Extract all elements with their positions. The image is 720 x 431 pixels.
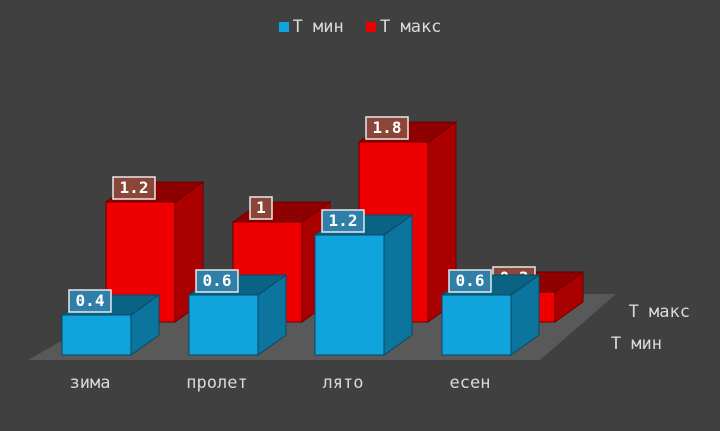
bar-tmin-1 xyxy=(188,294,259,356)
data-label-box-tmin-2 xyxy=(321,209,365,233)
legend-item-tmax: Т макс xyxy=(366,17,441,37)
data-label-tmax-1: 1 xyxy=(256,198,266,217)
bar-tmin-2 xyxy=(314,234,385,356)
data-label-tmin-1: 0.6 xyxy=(203,271,232,290)
x-tick-label-1: пролет xyxy=(186,373,247,393)
data-label-tmax-2: 1.8 xyxy=(373,118,402,137)
data-label-box-tmax-2 xyxy=(365,116,409,140)
x-tick-label-2: лято xyxy=(323,373,364,393)
data-label-box-tmin-0 xyxy=(68,289,112,313)
data-label-box-tmin-1 xyxy=(195,269,239,293)
legend-label-tmin: Т мин xyxy=(292,17,344,37)
legend-swatch-tmin xyxy=(278,22,289,32)
legend-label-tmax: Т макс xyxy=(380,17,442,37)
depth-label-tmax: Т макс xyxy=(629,302,690,322)
data-label-tmin-2: 1.2 xyxy=(329,211,358,230)
bar-tmin-0 xyxy=(61,314,132,356)
data-label-box-tmax-1 xyxy=(249,196,273,220)
legend-swatch-tmax xyxy=(366,22,376,32)
data-label-box-tmin-3 xyxy=(448,269,492,293)
x-tick-label-0: зима xyxy=(70,373,111,393)
x-tick-label-3: есен xyxy=(450,373,491,393)
bar-side-tmin-2 xyxy=(383,214,413,356)
bar-tmin-3 xyxy=(441,294,512,356)
chart-legend: Т мин Т макс xyxy=(0,17,720,37)
legend-item-tmin: Т мин xyxy=(278,17,344,37)
data-label-tmin-3: 0.6 xyxy=(456,271,485,290)
data-label-box-tmax-0 xyxy=(112,176,156,200)
depth-label-tmin: Т мин xyxy=(611,334,662,354)
data-label-tmin-0: 0.4 xyxy=(76,291,105,310)
data-label-tmax-0: 1.2 xyxy=(120,178,149,197)
